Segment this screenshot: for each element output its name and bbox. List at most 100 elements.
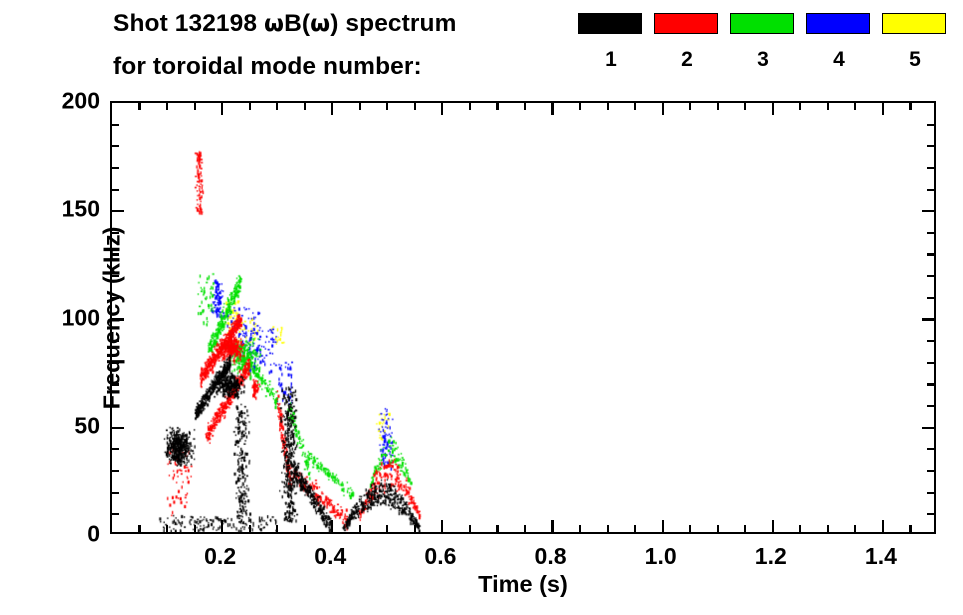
x-axis-title: Time (s) [478,571,568,597]
y-tick-label-200: 200 [61,87,100,114]
y-tick-right-150 [922,210,934,213]
x-tick-top-0.75 [523,103,527,110]
plot-area [110,101,936,534]
y-tick-right-50 [922,426,934,429]
legend-item-mode-1[interactable]: 1 [578,13,644,70]
y-tick-minor-60 [112,405,119,408]
y-tick-major-100 [112,318,124,321]
y-tick-label-100: 100 [61,304,100,330]
y-tick-right-140 [927,231,934,234]
title-suffix: ) spectrum [330,10,457,37]
y-tick-right-70 [927,383,934,386]
legend-swatch-mode-1 [578,13,642,34]
x-tick-major-0.60 [441,520,444,532]
x-tick-minor-0.05 [138,525,141,532]
x-tick-minor-0.30 [276,525,279,532]
x-tick-minor-1.35 [854,525,857,532]
legend-label-mode-1: 1 [605,48,617,71]
x-tick-minor-0.35 [303,525,306,532]
legend-item-mode-4[interactable]: 4 [806,13,872,70]
omega-symbol-1: ω [264,11,285,37]
y-tick-minor-40 [112,448,119,451]
x-tick-top-1.40 [881,103,885,115]
x-tick-major-0.80 [551,520,554,532]
x-tick-top-0.35 [303,103,306,110]
y-tick-right-60 [927,405,934,408]
x-tick-minor-0.45 [358,525,361,532]
x-tick-top-0.45 [358,103,361,110]
x-tick-label-0.6: 0.6 [424,543,457,569]
x-tick-top-0.85 [578,103,582,110]
x-tick-top-0.70 [496,103,499,110]
legend-swatch-mode-3 [730,13,794,34]
y-tick-right-170 [927,166,934,170]
title-prefix: Shot 132198 [113,10,264,37]
x-tick-top-0.30 [276,103,279,110]
x-tick-top-0.65 [468,103,472,110]
y-tick-major-150 [112,210,124,213]
y-tick-minor-110 [112,296,119,299]
title-mid: B( [284,10,311,37]
x-tick-minor-0.50 [386,525,389,532]
x-tick-minor-0.25 [248,525,251,532]
legend-label-mode-3: 3 [757,48,769,71]
y-tick-right-180 [927,145,934,148]
y-tick-minor-90 [112,340,119,343]
omega-symbol-2: ω [310,11,331,37]
y-tick-right-10 [927,513,934,516]
x-tick-top-0.80 [551,103,554,115]
x-tick-major-0.40 [331,520,334,532]
x-tick-top-0.20 [221,103,224,115]
x-tick-label-1.0: 1.0 [644,543,677,569]
y-tick-right-30 [927,469,934,473]
legend-swatch-mode-5 [882,13,946,34]
x-tick-top-0.15 [193,103,196,110]
y-tick-right-100 [922,318,934,321]
legend: 1 2 3 4 5 [578,13,950,85]
x-tick-major-1.20 [771,520,774,532]
x-tick-top-0.25 [248,103,251,110]
x-tick-minor-0.95 [634,525,637,532]
x-tick-top-1.45 [909,103,912,110]
x-tick-minor-0.10 [165,525,169,532]
x-tick-label-0.8: 0.8 [534,543,567,569]
x-tick-major-0.20 [221,520,224,532]
x-tick-minor-0.85 [578,525,582,532]
y-tick-minor-140 [112,231,119,234]
y-tick-minor-120 [112,275,119,278]
y-tick-right-190 [927,123,934,126]
x-tick-minor-0.55 [413,525,416,532]
legend-item-mode-5[interactable]: 5 [882,13,948,70]
x-tick-top-1.25 [799,103,802,110]
x-tick-minor-0.90 [606,525,609,532]
legend-label-mode-5: 5 [909,48,921,71]
y-tick-right-20 [927,491,934,494]
y-tick-minor-20 [112,491,119,494]
y-tick-label-50: 50 [74,412,100,439]
x-tick-top-1.05 [689,103,692,110]
x-tick-top-0.10 [165,103,169,110]
legend-item-mode-3[interactable]: 3 [730,13,796,70]
x-tick-top-1.00 [661,103,664,115]
x-tick-minor-0.15 [193,525,196,532]
y-tick-right-90 [927,340,934,343]
x-tick-minor-1.45 [909,525,912,532]
y-tick-minor-160 [112,188,119,191]
x-tick-top-1.15 [744,103,747,110]
y-tick-right-130 [927,253,934,256]
x-tick-top-0.55 [413,103,416,110]
chart-title-line-1: Shot 132198 ωB(ω) spectrum [113,10,457,37]
y-axis-title: Frequency (kHz) [98,226,125,410]
legend-item-mode-2[interactable]: 2 [654,13,720,70]
chart-title-line-2: for toroidal mode number: [113,53,422,80]
x-tick-label-0.2: 0.2 [204,543,237,569]
x-tick-top-0.90 [606,103,609,110]
y-tick-right-80 [927,361,934,364]
y-tick-minor-190 [112,123,119,126]
y-tick-right-110 [927,296,934,299]
x-tick-top-1.30 [826,103,829,110]
x-tick-major-1.40 [881,520,885,532]
x-tick-minor-0.75 [523,525,527,532]
x-tick-minor-1.05 [689,525,692,532]
